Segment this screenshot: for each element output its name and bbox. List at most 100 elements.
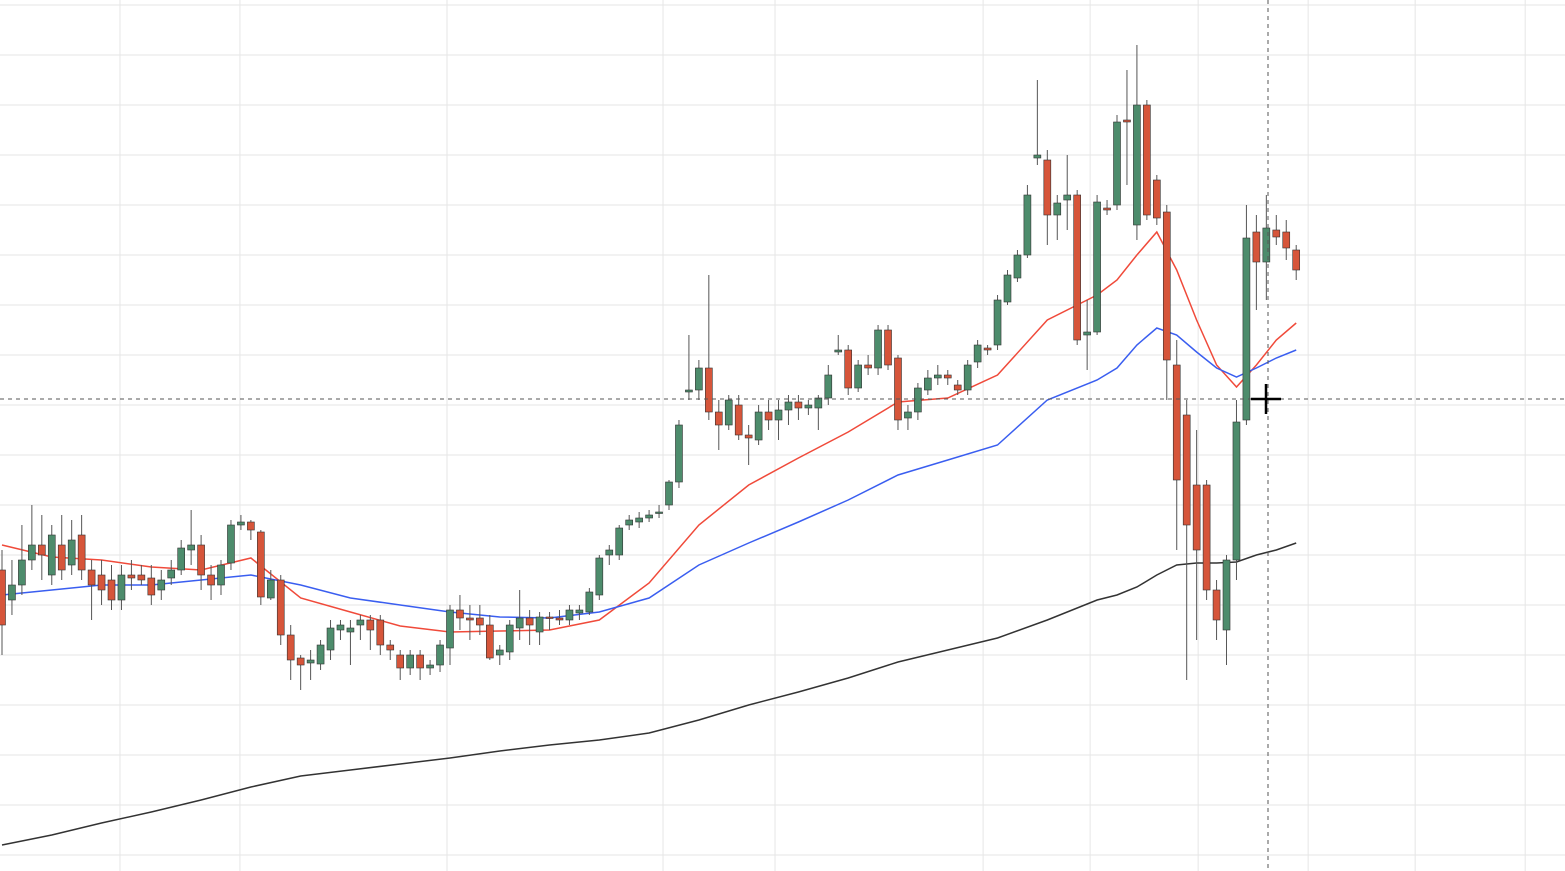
- candle-body: [346, 627, 355, 633]
- candle-body: [247, 521, 255, 531]
- candle-body: [824, 374, 833, 399]
- candle-body: [904, 411, 912, 419]
- candle-body: [47, 534, 56, 576]
- candle-body: [376, 619, 385, 646]
- candle-body: [874, 329, 882, 369]
- candle-body: [107, 579, 116, 601]
- candle-body: [884, 329, 892, 366]
- candle-body: [1053, 202, 1062, 216]
- candle-body: [545, 616, 554, 619]
- candle-body: [934, 374, 942, 379]
- candle-body: [356, 619, 365, 626]
- candle-body: [993, 299, 1002, 346]
- candle-body: [1153, 179, 1161, 219]
- candle-body: [28, 544, 36, 561]
- candle-body: [555, 617, 564, 621]
- candle-body: [585, 591, 594, 613]
- candle-body: [595, 557, 604, 596]
- candle-body: [675, 424, 683, 483]
- candle-body: [97, 574, 106, 591]
- candle-body: [973, 344, 982, 363]
- candle-body: [894, 357, 902, 421]
- candle-body: [127, 574, 136, 579]
- candle-body: [565, 609, 574, 621]
- candle-body: [914, 387, 922, 413]
- candle-body: [1262, 227, 1271, 263]
- candle-body: [615, 527, 624, 556]
- candle-body: [1093, 201, 1101, 333]
- candle-body: [286, 634, 295, 661]
- candle-body: [1212, 589, 1221, 621]
- candle-body: [187, 544, 195, 551]
- candle-body: [1202, 484, 1211, 591]
- candle-body: [426, 664, 434, 669]
- candle-body: [266, 579, 275, 599]
- candle-body: [665, 481, 673, 506]
- candle-body: [575, 609, 584, 614]
- candle-body: [1033, 154, 1042, 159]
- candle-body: [396, 654, 405, 669]
- candle-body: [685, 389, 693, 393]
- candle-body: [774, 409, 783, 421]
- candle-body: [695, 367, 703, 391]
- candle-body: [8, 584, 16, 601]
- candle-body: [177, 547, 185, 571]
- candle-body: [137, 574, 146, 581]
- candle-body: [406, 654, 414, 669]
- cursor: [1251, 384, 1281, 414]
- candle-body: [87, 569, 96, 586]
- candle-body: [18, 559, 26, 586]
- candle-body: [515, 617, 524, 629]
- candle-body: [0, 569, 6, 626]
- candle-body: [784, 401, 793, 411]
- candle-body: [724, 399, 733, 426]
- candle-body: [1242, 237, 1251, 421]
- candle-body: [1192, 484, 1201, 551]
- candle-body: [943, 374, 952, 379]
- candle-body: [77, 534, 86, 571]
- candle-body: [1222, 559, 1231, 631]
- candle-body: [1162, 211, 1171, 361]
- candle-body: [386, 644, 395, 651]
- candle-body: [744, 434, 753, 439]
- candle-body: [1182, 414, 1191, 526]
- candle-body: [1043, 159, 1052, 216]
- candle-body: [1113, 121, 1121, 206]
- candle-body: [1282, 231, 1291, 249]
- candle-body: [924, 377, 932, 391]
- candle-body: [117, 574, 126, 601]
- candle-body: [1252, 231, 1261, 263]
- candle-body: [476, 617, 484, 626]
- candle-body: [157, 579, 166, 591]
- candle-body: [456, 609, 464, 619]
- candle-body: [147, 577, 156, 596]
- candle-body: [983, 347, 992, 351]
- candle-body: [296, 657, 305, 666]
- candle-body: [625, 519, 633, 526]
- candle-body: [1083, 331, 1091, 336]
- candle-body: [794, 401, 803, 409]
- candle-body: [1172, 364, 1181, 481]
- candle-body: [366, 619, 375, 631]
- candle-body: [1023, 194, 1032, 256]
- candle-body: [207, 574, 215, 586]
- candle-body: [1133, 104, 1141, 226]
- candle-body: [316, 644, 325, 665]
- candle-body: [814, 397, 823, 409]
- candle-body: [1143, 104, 1151, 216]
- candle-body: [635, 517, 643, 523]
- candle-body: [505, 624, 514, 653]
- candle-body: [306, 659, 315, 664]
- candle-body: [466, 617, 474, 621]
- candle-body: [834, 349, 843, 353]
- candle-body: [495, 649, 504, 656]
- candle-body: [963, 364, 972, 391]
- candle-body: [436, 644, 444, 666]
- candle-body: [1123, 119, 1131, 123]
- candle-body: [276, 579, 285, 636]
- candle-body: [764, 411, 773, 421]
- candle-body: [1232, 421, 1241, 561]
